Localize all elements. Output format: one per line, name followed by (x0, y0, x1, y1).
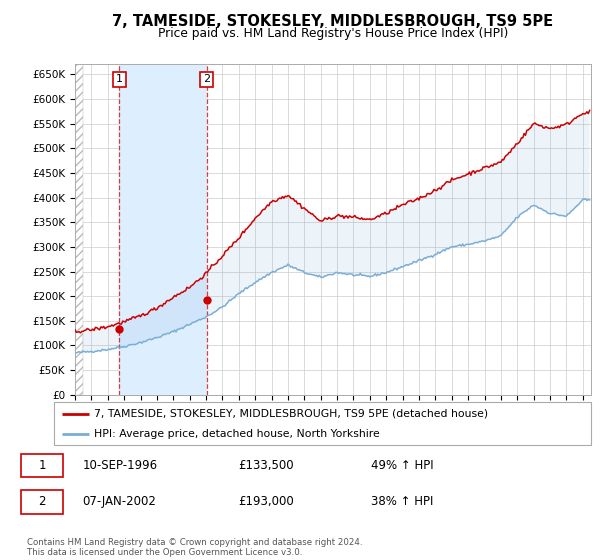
Bar (119, 64, 206, 395)
Text: £133,500: £133,500 (238, 459, 293, 472)
Text: HPI: Average price, detached house, North Yorkshire: HPI: Average price, detached house, Nort… (94, 428, 380, 438)
FancyBboxPatch shape (22, 454, 63, 477)
FancyBboxPatch shape (54, 402, 591, 445)
Text: 7, TAMESIDE, STOKESLEY, MIDDLESBROUGH, TS9 5PE: 7, TAMESIDE, STOKESLEY, MIDDLESBROUGH, T… (112, 14, 554, 29)
Text: 2: 2 (203, 74, 210, 85)
Text: £193,000: £193,000 (238, 495, 293, 508)
Text: 07-JAN-2002: 07-JAN-2002 (83, 495, 157, 508)
Text: 2: 2 (38, 495, 46, 508)
Text: 38% ↑ HPI: 38% ↑ HPI (371, 495, 433, 508)
Text: 1: 1 (116, 74, 123, 85)
FancyBboxPatch shape (22, 490, 63, 514)
Text: 10-SEP-1996: 10-SEP-1996 (83, 459, 158, 472)
Text: Price paid vs. HM Land Registry's House Price Index (HPI): Price paid vs. HM Land Registry's House … (158, 27, 508, 40)
Text: 7, TAMESIDE, STOKESLEY, MIDDLESBROUGH, TS9 5PE (detached house): 7, TAMESIDE, STOKESLEY, MIDDLESBROUGH, T… (94, 409, 488, 419)
Text: 49% ↑ HPI: 49% ↑ HPI (371, 459, 434, 472)
Text: 1: 1 (38, 459, 46, 472)
Text: Contains HM Land Registry data © Crown copyright and database right 2024.
This d: Contains HM Land Registry data © Crown c… (27, 538, 362, 557)
